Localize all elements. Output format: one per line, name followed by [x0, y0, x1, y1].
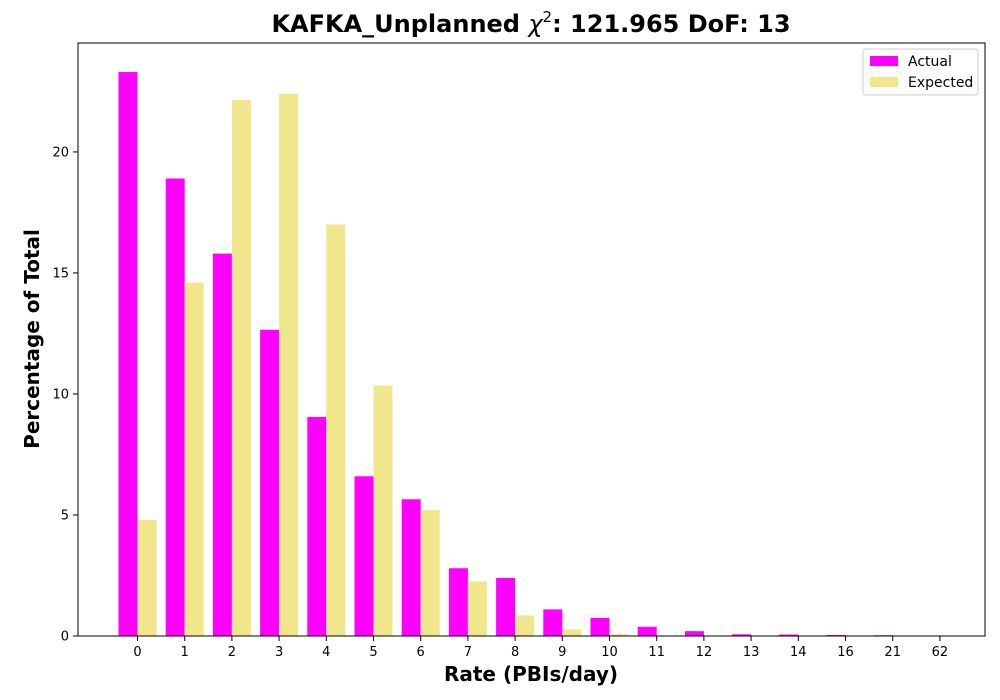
x-tick-label-1: 1: [181, 645, 189, 660]
x-tick-label-4: 4: [322, 645, 330, 660]
bar-expected-1: [184, 282, 204, 636]
bar-expected-5: [373, 385, 393, 636]
x-tick-label-7: 7: [464, 645, 472, 660]
bar-expected-8: [515, 615, 535, 636]
x-axis-label: Rate (PBIs/day): [444, 662, 618, 686]
x-tick-label-62: 62: [932, 645, 949, 660]
bars: [118, 72, 940, 637]
bar-actual-9: [543, 609, 563, 636]
y-tick-label-20: 20: [52, 145, 69, 160]
bar-expected-7: [467, 581, 487, 636]
x-tick-label-12: 12: [696, 645, 713, 660]
x-tick-label-10: 10: [601, 645, 618, 660]
bar-actual-3: [260, 329, 280, 636]
bar-actual-5: [354, 476, 374, 636]
bar-actual-11: [637, 626, 657, 636]
bar-expected-4: [326, 224, 346, 636]
legend-label-expected: Expected: [908, 75, 973, 91]
bar-expected-3: [279, 93, 299, 636]
bar-actual-14: [779, 634, 799, 636]
bar-actual-4: [307, 416, 327, 636]
bar-actual-7: [448, 568, 468, 636]
x-tick-label-5: 5: [369, 645, 377, 660]
bar-expected-2: [231, 99, 251, 636]
y-tick-label-0: 0: [61, 630, 69, 645]
legend-swatch-actual: [870, 56, 898, 66]
chart-title: KAFKA_Unplanned χ2: 121.965 DoF: 13: [271, 8, 790, 38]
y-axis-label: Percentage of Total: [20, 229, 44, 449]
x-tick-label-2: 2: [228, 645, 236, 660]
x-tick-label-16: 16: [837, 645, 854, 660]
bar-expected-10: [609, 634, 629, 636]
legend-swatch-expected: [870, 77, 898, 87]
bar-actual-0: [118, 72, 138, 637]
x-tick-label-9: 9: [558, 645, 566, 660]
x-tick-label-11: 11: [648, 645, 665, 660]
bar-expected-0: [137, 519, 157, 636]
x-tick-label-8: 8: [511, 645, 519, 660]
x-tick-label-14: 14: [790, 645, 807, 660]
bar-actual-2: [212, 253, 232, 636]
legend: Actual Expected: [862, 48, 979, 96]
chart-title-symbol: χ: [526, 10, 543, 38]
x-tick-label-0: 0: [133, 645, 141, 660]
bar-actual-6: [401, 499, 421, 636]
bar-actual-8: [496, 577, 516, 636]
legend-label-actual: Actual: [908, 54, 952, 70]
bar-expected-9: [562, 629, 582, 636]
bar-actual-1: [165, 178, 185, 637]
x-tick-label-6: 6: [417, 645, 425, 660]
chart-title-superscript: 2: [543, 8, 553, 26]
bar-expected-6: [420, 510, 440, 636]
x-tick-label-13: 13: [743, 645, 760, 660]
bar-actual-12: [684, 631, 704, 636]
chart-title-suffix: : 121.965 DoF: 13: [552, 10, 790, 38]
y-tick-label-10: 10: [52, 387, 69, 402]
plot-frame: [77, 42, 986, 637]
chart-title-prefix: KAFKA_Unplanned: [271, 10, 528, 38]
x-tick-label-21: 21: [884, 645, 901, 660]
y-tick-label-15: 15: [52, 266, 69, 281]
bar-actual-13: [732, 634, 752, 636]
x-tick-label-3: 3: [275, 645, 283, 660]
bar-actual-10: [590, 617, 610, 636]
y-tick-label-5: 5: [61, 508, 69, 523]
